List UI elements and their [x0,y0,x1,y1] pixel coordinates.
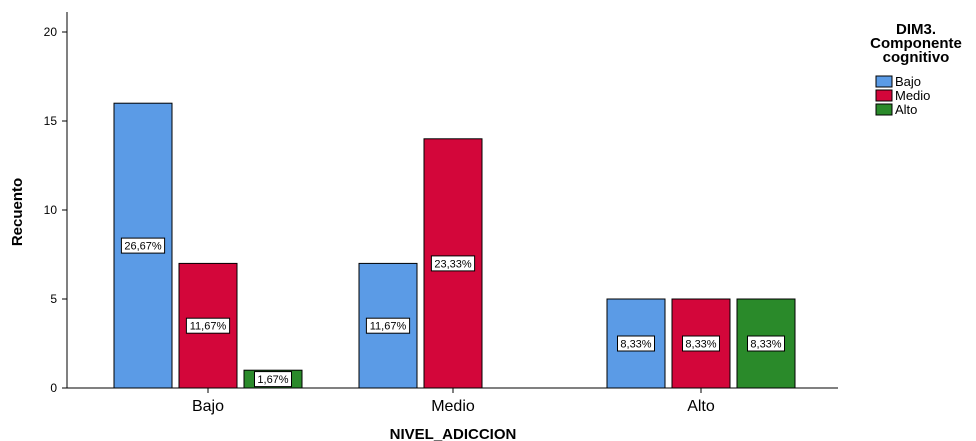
x-axis: Bajo Medio Alto [192,388,715,415]
data-label: 1,67% [257,374,288,386]
legend-title: cognitivo [883,49,950,66]
y-axis: 0 5 10 15 20 [44,25,67,395]
y-tick-label: 0 [50,381,57,395]
data-label: 11,67% [190,321,227,333]
data-label: 11,67% [370,321,407,333]
legend-label-medio: Medio [895,88,930,103]
data-label-box [185,317,231,334]
data-label: 8,33% [750,339,781,351]
data-label: 26,67% [124,241,162,253]
data-label-box [617,335,655,352]
data-label: 8,33% [620,339,651,351]
legend-label-bajo: Bajo [895,74,921,89]
legend-swatch-medio [875,89,893,102]
x-axis-title: NIVEL_ADICCION [390,426,517,441]
y-tick-label: 5 [50,292,57,306]
legend-title: Componente [870,35,962,52]
data-labels: 26,67% 11,67% 1,67% 11,67% 23,33% 8,33% 8,33% 8… [120,237,785,388]
y-tick-label: 10 [44,203,58,217]
y-tick-label: 20 [44,25,58,39]
data-label-box [682,335,720,352]
data-label: 23,33% [434,258,472,270]
legend-swatch-alto [875,103,893,116]
data-label-box [120,237,166,254]
legend-title: DIM3. [896,21,936,38]
x-tick-label: Alto [687,398,715,415]
data-label-box [254,371,292,388]
legend-swatch-bajo [875,75,893,88]
data-label-box [430,255,476,272]
legend-label-alto: Alto [895,102,917,117]
x-tick-label: Bajo [192,398,224,415]
data-label-box [747,335,785,352]
data-label: 8,33% [685,339,716,351]
y-axis-title: Recuento [9,178,26,246]
x-tick-label: Medio [431,398,475,415]
data-label-box [365,317,411,334]
bar-bajo-alto [606,298,666,389]
y-tick-label: 15 [44,114,58,128]
